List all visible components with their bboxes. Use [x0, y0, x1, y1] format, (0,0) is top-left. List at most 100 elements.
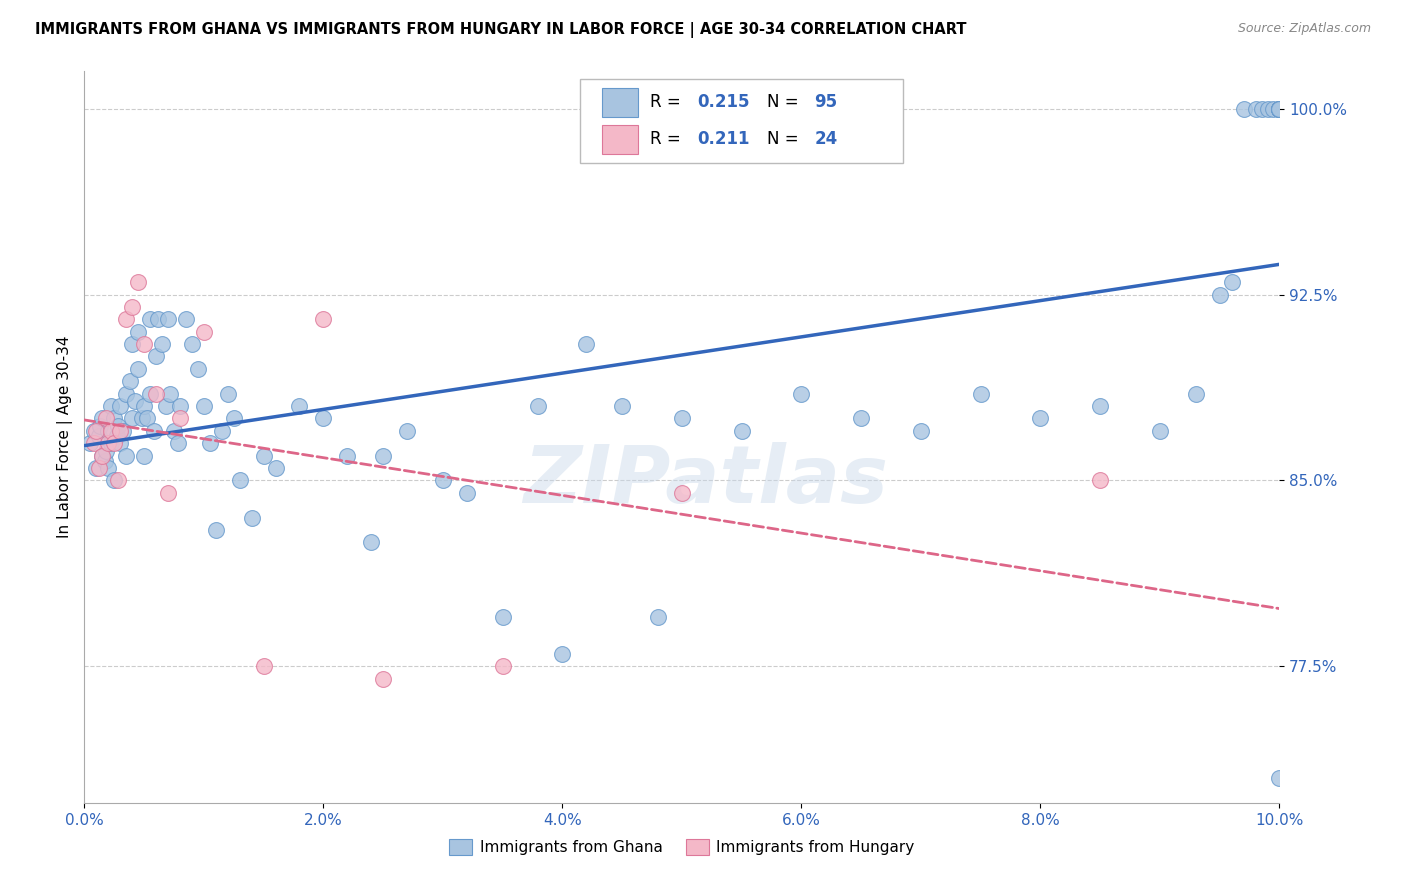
FancyBboxPatch shape — [602, 125, 638, 153]
Point — [91, 411, 114, 425]
Point — [159, 386, 181, 401]
Point — [91, 449, 114, 463]
Point — [163, 424, 186, 438]
Point — [83, 424, 105, 438]
Point — [1090, 474, 1112, 488]
Point — [79, 436, 101, 450]
Point — [456, 486, 478, 500]
Point — [127, 325, 149, 339]
Point — [1250, 102, 1272, 116]
Point — [198, 436, 221, 450]
Point — [97, 436, 120, 450]
Point — [124, 394, 146, 409]
Point — [1185, 386, 1208, 401]
Point — [1029, 411, 1052, 425]
Point — [87, 429, 110, 443]
Point — [107, 474, 129, 488]
Point — [139, 312, 162, 326]
Point — [1209, 287, 1232, 301]
Point — [107, 418, 129, 433]
Point — [312, 411, 335, 425]
Legend: Immigrants from Ghana, Immigrants from Hungary: Immigrants from Ghana, Immigrants from H… — [443, 833, 921, 861]
Text: ZIPatlas: ZIPatlas — [523, 442, 889, 520]
Point — [97, 461, 120, 475]
Point — [157, 486, 180, 500]
Point — [373, 672, 395, 686]
Text: Source: ZipAtlas.com: Source: ZipAtlas.com — [1237, 22, 1371, 36]
Point — [1149, 424, 1171, 438]
Point — [612, 399, 634, 413]
Point — [1268, 771, 1291, 785]
Point — [103, 474, 125, 488]
Text: R =: R = — [650, 130, 686, 148]
Point — [139, 386, 162, 401]
Point — [103, 411, 125, 425]
Point — [187, 362, 209, 376]
Point — [103, 436, 125, 450]
Point — [135, 411, 157, 425]
Point — [336, 449, 359, 463]
Text: 24: 24 — [814, 130, 838, 148]
Text: N =: N = — [766, 94, 804, 112]
Point — [166, 436, 188, 450]
Point — [91, 449, 114, 463]
Point — [132, 337, 156, 351]
Point — [1268, 102, 1291, 116]
Point — [1233, 102, 1256, 116]
Point — [86, 461, 108, 475]
Point — [100, 424, 122, 438]
Point — [157, 312, 180, 326]
Point — [851, 411, 873, 425]
Point — [127, 275, 149, 289]
Point — [148, 312, 170, 326]
Point — [1268, 102, 1291, 116]
Point — [93, 453, 115, 467]
Point — [970, 386, 993, 401]
Point — [155, 399, 177, 413]
Point — [731, 424, 754, 438]
Point — [1257, 102, 1279, 116]
Point — [253, 659, 276, 673]
Point — [790, 386, 813, 401]
Point — [100, 399, 122, 413]
Point — [253, 449, 276, 463]
Point — [229, 474, 252, 488]
Point — [174, 312, 197, 326]
Point — [211, 424, 233, 438]
Text: 0.215: 0.215 — [697, 94, 749, 112]
Point — [132, 399, 156, 413]
Point — [142, 424, 165, 438]
Point — [87, 461, 110, 475]
Point — [671, 411, 693, 425]
Text: 0.211: 0.211 — [697, 130, 749, 148]
Point — [1268, 102, 1291, 116]
Point — [1268, 102, 1291, 116]
Point — [217, 386, 239, 401]
Point — [94, 443, 117, 458]
Y-axis label: In Labor Force | Age 30-34: In Labor Force | Age 30-34 — [58, 335, 73, 539]
Point — [1220, 275, 1243, 289]
Point — [373, 449, 395, 463]
Point — [264, 461, 287, 475]
Point — [575, 337, 598, 351]
Point — [1268, 102, 1291, 116]
Point — [205, 523, 228, 537]
Point — [396, 424, 419, 438]
Point — [97, 424, 120, 438]
Point — [181, 337, 204, 351]
Point — [121, 300, 143, 314]
Point — [86, 424, 108, 438]
Point — [1268, 102, 1291, 116]
Point — [222, 411, 245, 425]
Point — [105, 429, 128, 443]
Point — [910, 424, 932, 438]
Point — [115, 386, 138, 401]
Point — [647, 610, 669, 624]
Text: IMMIGRANTS FROM GHANA VS IMMIGRANTS FROM HUNGARY IN LABOR FORCE | AGE 30-34 CORR: IMMIGRANTS FROM GHANA VS IMMIGRANTS FROM… — [35, 22, 967, 38]
Point — [89, 418, 111, 433]
Point — [115, 312, 138, 326]
FancyBboxPatch shape — [581, 78, 903, 163]
Point — [94, 411, 117, 425]
Point — [110, 436, 132, 450]
Point — [492, 659, 515, 673]
